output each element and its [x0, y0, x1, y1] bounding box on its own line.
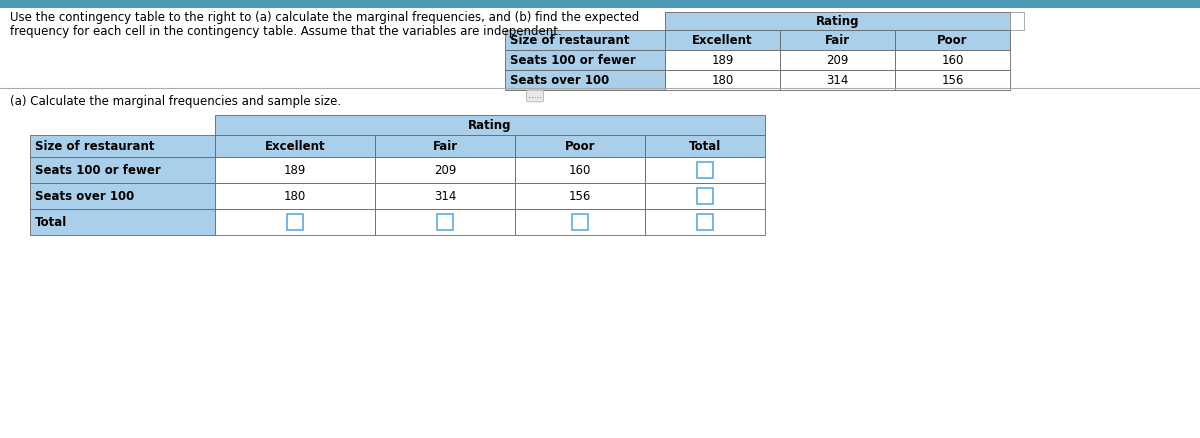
- Bar: [215, 115, 766, 135]
- Bar: [505, 50, 665, 70]
- Bar: [665, 50, 780, 70]
- Bar: [780, 70, 895, 90]
- Bar: [665, 70, 780, 90]
- Text: Excellent: Excellent: [265, 139, 325, 152]
- Bar: [505, 70, 665, 90]
- Bar: [515, 183, 646, 209]
- Bar: [665, 30, 780, 50]
- Bar: [374, 209, 515, 235]
- Text: 209: 209: [434, 163, 456, 177]
- Text: 156: 156: [569, 190, 592, 202]
- Text: Total: Total: [35, 215, 67, 229]
- Text: frequency for each cell in the contingency table. Assume that the variables are : frequency for each cell in the contingen…: [10, 25, 562, 38]
- Bar: [646, 157, 766, 183]
- Text: Fair: Fair: [432, 139, 457, 152]
- Text: Size of restaurant: Size of restaurant: [510, 33, 630, 46]
- Text: Seats 100 or fewer: Seats 100 or fewer: [35, 163, 161, 177]
- Bar: [215, 183, 374, 209]
- Bar: [1010, 12, 1024, 30]
- Text: Seats 100 or fewer: Seats 100 or fewer: [510, 53, 636, 67]
- Text: 156: 156: [941, 74, 964, 86]
- Text: Seats over 100: Seats over 100: [35, 190, 134, 202]
- Bar: [30, 135, 215, 157]
- Bar: [646, 183, 766, 209]
- Bar: [215, 135, 374, 157]
- Bar: [515, 135, 646, 157]
- Text: 209: 209: [827, 53, 848, 67]
- Bar: [697, 214, 713, 230]
- Text: 160: 160: [941, 53, 964, 67]
- Bar: [665, 12, 1010, 30]
- Text: Size of restaurant: Size of restaurant: [35, 139, 155, 152]
- Bar: [697, 162, 713, 178]
- Bar: [780, 50, 895, 70]
- Bar: [515, 157, 646, 183]
- Bar: [780, 30, 895, 50]
- Text: Poor: Poor: [565, 139, 595, 152]
- Bar: [697, 188, 713, 204]
- Text: (a) Calculate the marginal frequencies and sample size.: (a) Calculate the marginal frequencies a…: [10, 95, 341, 107]
- Bar: [0, 0, 1200, 8]
- Bar: [215, 209, 374, 235]
- Text: 189: 189: [712, 53, 733, 67]
- Text: 314: 314: [827, 74, 848, 86]
- Text: 180: 180: [284, 190, 306, 202]
- Bar: [646, 209, 766, 235]
- Text: Use the contingency table to the right to (a) calculate the marginal frequencies: Use the contingency table to the right t…: [10, 11, 640, 25]
- Bar: [30, 157, 215, 183]
- Text: Excellent: Excellent: [692, 33, 752, 46]
- Bar: [895, 30, 1010, 50]
- Text: 314: 314: [434, 190, 456, 202]
- Bar: [505, 30, 665, 50]
- Bar: [30, 209, 215, 235]
- Bar: [572, 214, 588, 230]
- Text: Rating: Rating: [468, 119, 511, 131]
- Text: Rating: Rating: [816, 14, 859, 28]
- Bar: [646, 135, 766, 157]
- Text: Poor: Poor: [937, 33, 967, 46]
- Text: 189: 189: [284, 163, 306, 177]
- Text: Total: Total: [689, 139, 721, 152]
- Bar: [437, 214, 454, 230]
- Text: .....: .....: [528, 92, 542, 100]
- Bar: [374, 157, 515, 183]
- Bar: [515, 209, 646, 235]
- Bar: [287, 214, 302, 230]
- Bar: [30, 183, 215, 209]
- Text: 180: 180: [712, 74, 733, 86]
- Bar: [215, 157, 374, 183]
- Text: 160: 160: [569, 163, 592, 177]
- Bar: [895, 70, 1010, 90]
- Bar: [374, 135, 515, 157]
- Bar: [374, 183, 515, 209]
- Text: Seats over 100: Seats over 100: [510, 74, 610, 86]
- Text: Fair: Fair: [824, 33, 850, 46]
- Bar: [895, 50, 1010, 70]
